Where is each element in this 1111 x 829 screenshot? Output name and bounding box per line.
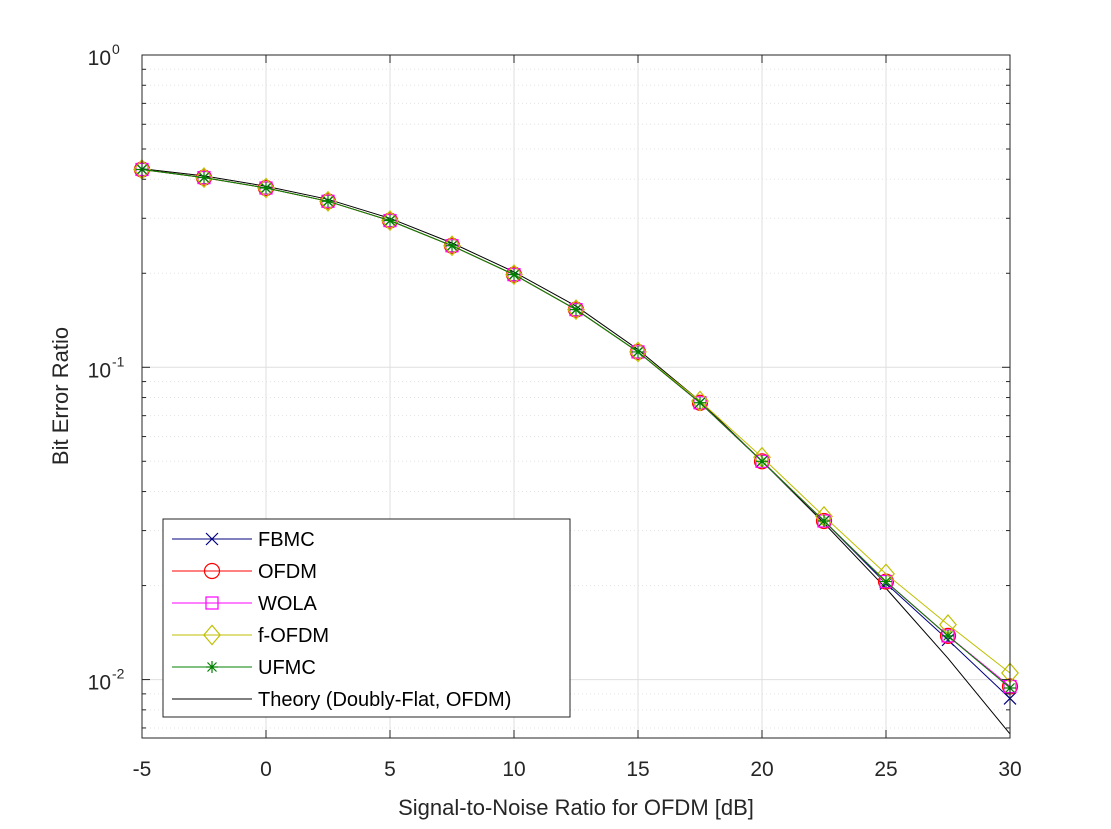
legend-marker (205, 596, 219, 610)
y-tick-base: 10 (88, 359, 111, 382)
legend-entry: f-OFDM (172, 624, 329, 647)
data-point (570, 303, 582, 316)
legend: FBMC OFDM WOLA f-OFDM UFMC Theory (Doubly-Fla… (162, 518, 571, 718)
x-tick-label: -5 (133, 758, 152, 781)
legend-entry: WOLA (172, 593, 318, 615)
legend-marker (205, 532, 219, 546)
legend-label: Theory (Doubly-Flat, OFDM) (258, 689, 511, 711)
legend-marker (203, 562, 221, 580)
legend-label: WOLA (258, 593, 318, 615)
y-tick-label: 10 0 (88, 41, 120, 70)
data-point (319, 190, 337, 212)
legend-entry: OFDM (172, 561, 317, 583)
x-tick-label: 5 (384, 758, 396, 781)
legend-box (162, 518, 571, 718)
x-tick-labels: -5 0 5 10 15 20 25 30 (133, 758, 1022, 781)
data-point (756, 455, 768, 468)
data-point (257, 177, 275, 199)
legend-entry: Theory (Doubly-Flat, OFDM) (172, 689, 511, 711)
legend-entry: UFMC (172, 657, 316, 679)
data-point (818, 514, 830, 527)
y-tick-exponent: -1 (112, 353, 125, 369)
y-tick-exponent: 0 (112, 41, 120, 57)
x-axis-label: Signal-to-Noise Ratio for OFDM [dB] (398, 795, 754, 820)
x-tick-label: 25 (874, 758, 897, 781)
legend-marker (206, 661, 218, 673)
y-tick-exponent: -2 (112, 666, 125, 682)
data-point (195, 167, 213, 189)
data-point (381, 210, 399, 232)
legend-label: UFMC (258, 657, 316, 679)
y-axis-label: Bit Error Ratio (48, 327, 73, 465)
data-point (508, 268, 520, 281)
data-point (260, 182, 272, 195)
x-tick-label: 30 (998, 758, 1021, 781)
legend-label: OFDM (258, 561, 317, 583)
data-point (815, 512, 833, 530)
legend-marker (203, 624, 221, 646)
axis-ticks (141, 54, 1011, 738)
data-point (322, 195, 334, 208)
y-tick-base: 10 (88, 672, 111, 695)
data-point (446, 239, 458, 252)
data-point (443, 235, 461, 257)
data-point (198, 171, 210, 184)
series-ufmc (136, 163, 1016, 694)
data-point (939, 627, 957, 644)
data-point (880, 575, 892, 588)
data-point (694, 396, 706, 409)
x-tick-label: 20 (750, 758, 773, 781)
y-tick-label: 10 -2 (88, 666, 125, 695)
legend-entry: FBMC (172, 529, 315, 551)
data-point (505, 264, 523, 286)
data-point (384, 214, 396, 227)
data-point (632, 345, 644, 358)
plot-box (141, 54, 1011, 739)
y-tick-base: 10 (88, 47, 111, 70)
legend-label: FBMC (258, 529, 315, 551)
x-tick-label: 0 (260, 758, 272, 781)
x-tick-label: 15 (626, 758, 649, 781)
x-tick-label: 10 (502, 758, 525, 781)
legend-label: f-OFDM (258, 625, 329, 647)
y-tick-label: 10 -1 (88, 353, 125, 382)
data-point (753, 453, 771, 470)
data-point (942, 629, 954, 642)
data-series (133, 158, 1019, 735)
